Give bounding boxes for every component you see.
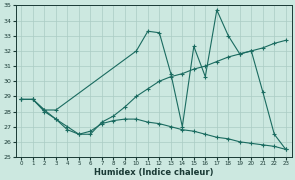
X-axis label: Humidex (Indice chaleur): Humidex (Indice chaleur) — [94, 168, 213, 177]
